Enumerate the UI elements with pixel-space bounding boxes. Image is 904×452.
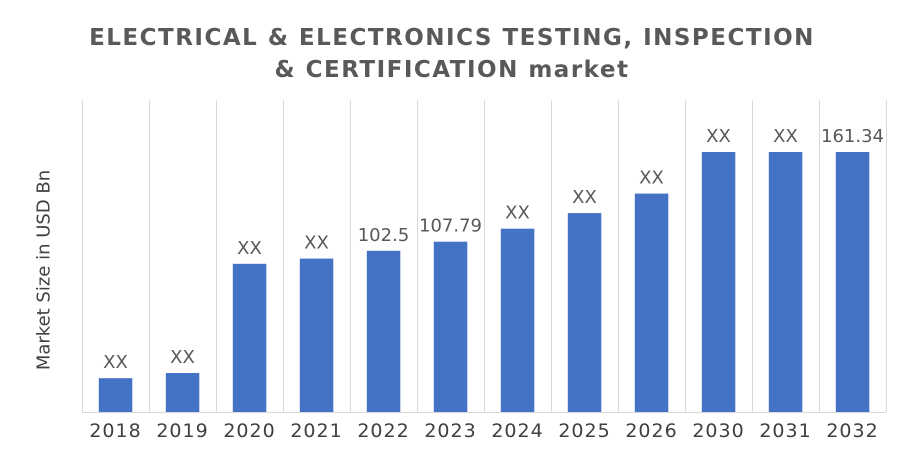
data-label-2020: XX bbox=[237, 238, 262, 259]
grid-layer bbox=[82, 100, 887, 413]
bar-2024 bbox=[500, 228, 535, 412]
data-label-2024: XX bbox=[505, 203, 530, 224]
bar-2025 bbox=[567, 213, 602, 412]
data-label-2018: XX bbox=[103, 352, 128, 373]
x-tick-layer: 2018 2019 2020 2021 2022 2023 2024 2025 2026 2030… bbox=[89, 420, 878, 442]
data-label-2025: XX bbox=[572, 187, 597, 208]
x-tick-2018: 2018 bbox=[89, 420, 141, 442]
chart-title-line-2: & CERTIFICATION market bbox=[274, 57, 630, 83]
x-tick-2022: 2022 bbox=[357, 420, 409, 442]
data-label-2019: XX bbox=[170, 347, 195, 368]
x-tick-2032: 2032 bbox=[826, 420, 878, 442]
data-label-2032: 161.34 bbox=[821, 126, 884, 147]
x-tick-2020: 2020 bbox=[223, 420, 275, 442]
bar-2032 bbox=[835, 152, 870, 412]
x-tick-2023: 2023 bbox=[424, 420, 476, 442]
data-label-2030: XX bbox=[706, 126, 731, 147]
x-tick-2024: 2024 bbox=[491, 420, 543, 442]
bar-2026 bbox=[634, 193, 669, 412]
x-tick-2019: 2019 bbox=[156, 420, 208, 442]
x-tick-2030: 2030 bbox=[692, 420, 744, 442]
bar-2021 bbox=[299, 258, 334, 412]
data-label-2026: XX bbox=[639, 168, 664, 189]
x-tick-2025: 2025 bbox=[558, 420, 610, 442]
bar-2023 bbox=[433, 241, 468, 412]
x-tick-2021: 2021 bbox=[290, 420, 342, 442]
data-label-2031: XX bbox=[773, 126, 798, 147]
data-label-layer: XX XX XX XX 102.5 107.79 XX XX XX XX XX 161.34 bbox=[103, 126, 884, 373]
bar-2020 bbox=[232, 263, 267, 412]
bar-2030 bbox=[701, 152, 736, 412]
data-label-2021: XX bbox=[304, 233, 329, 254]
bar-2019 bbox=[165, 373, 200, 412]
data-label-2023: 107.79 bbox=[419, 216, 482, 237]
chart-title-line-1: ELECTRICAL & ELECTRONICS TESTING, INSPEC… bbox=[89, 25, 815, 51]
data-label-2022: 102.5 bbox=[358, 225, 410, 246]
bar-2018 bbox=[98, 378, 133, 412]
x-tick-2031: 2031 bbox=[759, 420, 811, 442]
bar-layer bbox=[98, 152, 870, 412]
x-tick-2026: 2026 bbox=[625, 420, 677, 442]
bar-2022 bbox=[366, 250, 401, 412]
bar-2031 bbox=[768, 152, 803, 412]
chart-title: ELECTRICAL & ELECTRONICS TESTING, INSPEC… bbox=[0, 22, 904, 86]
